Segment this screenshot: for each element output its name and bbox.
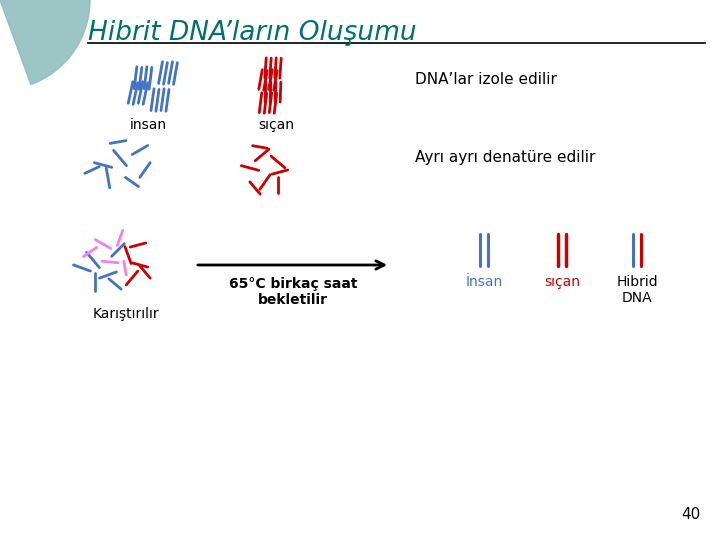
- Text: Karıştırılır: Karıştırılır: [93, 307, 160, 321]
- Text: Hibrit DNA’ların Oluşumu: Hibrit DNA’ların Oluşumu: [88, 20, 417, 46]
- Text: DNA’lar izole edilir: DNA’lar izole edilir: [415, 72, 557, 87]
- Text: sıçan: sıçan: [258, 118, 294, 132]
- Wedge shape: [0, 0, 90, 85]
- Text: 65°C birkaç saat
bekletilir: 65°C birkaç saat bekletilir: [229, 277, 357, 307]
- Text: İnsan: İnsan: [465, 275, 503, 289]
- Text: insan: insan: [130, 118, 167, 132]
- Text: Ayrı ayrı denatüre edilir: Ayrı ayrı denatüre edilir: [415, 150, 595, 165]
- Text: 40: 40: [680, 507, 700, 522]
- Text: sıçan: sıçan: [544, 275, 580, 289]
- Text: Hibrid
DNA: Hibrid DNA: [616, 275, 658, 305]
